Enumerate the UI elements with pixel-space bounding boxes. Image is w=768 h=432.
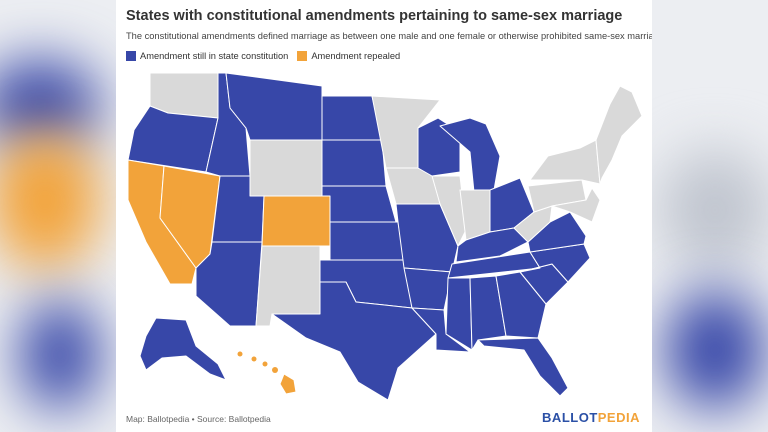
legend-label-still: Amendment still in state constitution — [140, 51, 289, 61]
state-ak — [139, 317, 227, 381]
legend-swatch-still — [126, 51, 136, 61]
state-il — [431, 175, 467, 247]
state-ny — [529, 139, 601, 185]
background-blob — [665, 290, 765, 410]
state-nc — [519, 243, 591, 283]
state-mi — [439, 117, 501, 193]
legend-label-repealed: Amendment repealed — [311, 51, 401, 61]
state-ga — [495, 271, 547, 339]
state-new-england — [595, 85, 643, 185]
state-ne — [321, 185, 397, 223]
state-wv — [513, 205, 553, 243]
state-wy — [249, 139, 323, 197]
state-hi — [237, 351, 297, 395]
state-al — [469, 275, 507, 351]
state-fl — [477, 337, 569, 397]
legend-swatch-repealed — [297, 51, 308, 61]
ballotpedia-logo: BALLOTPEDIA — [542, 410, 640, 425]
state-ar — [403, 267, 453, 311]
legend-item-repealed: Amendment repealed — [297, 51, 400, 61]
state-sd — [321, 139, 387, 187]
state-md-de-nj — [551, 187, 601, 223]
brand-part-2: PEDIA — [597, 410, 640, 425]
map-title: States with constitutional amendments pe… — [126, 8, 623, 24]
background-blob — [0, 130, 100, 270]
state-la — [411, 307, 471, 353]
legend-item-still: Amendment still in state constitution — [126, 51, 288, 61]
background-blob — [660, 150, 768, 270]
legend: Amendment still in state constitution Am… — [126, 51, 400, 61]
map-card: States with constitutional amendments pe… — [116, 0, 652, 432]
us-map — [127, 72, 643, 401]
state-ks — [329, 221, 405, 261]
background-blob — [20, 300, 100, 410]
map-subtitle: The constitutional amendments defined ma… — [126, 31, 652, 41]
state-tx — [271, 281, 437, 401]
brand-part-1: BALLOT — [542, 410, 598, 425]
state-co — [261, 195, 331, 247]
footer-source: Map: Ballotpedia • Source: Ballotpedia — [126, 414, 271, 424]
